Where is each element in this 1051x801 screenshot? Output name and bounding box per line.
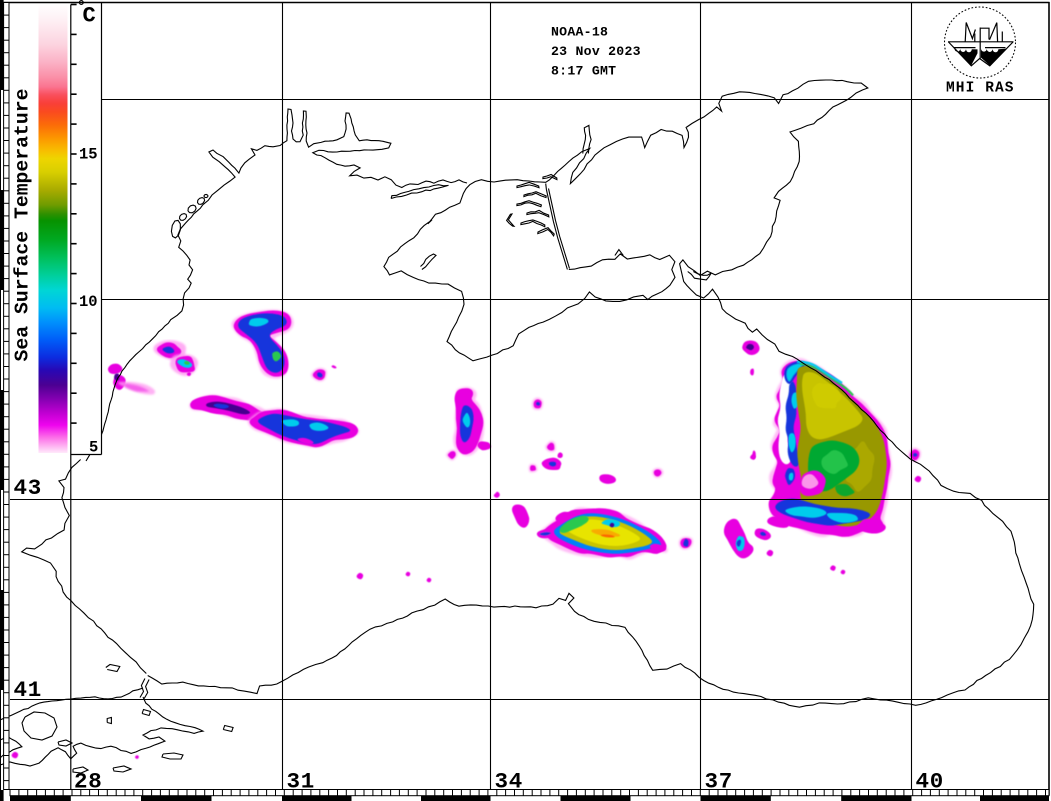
svg-text:37: 37 (705, 769, 734, 795)
svg-text:MHI RAS: MHI RAS (946, 81, 1015, 97)
svg-text:23 Nov 2023: 23 Nov 2023 (551, 44, 641, 59)
svg-text:41: 41 (14, 677, 43, 703)
svg-text:Sea Surface Temperature: Sea Surface Temperature (12, 88, 34, 361)
svg-text:5: 5 (89, 439, 98, 457)
svg-text:43: 43 (14, 475, 43, 501)
svg-text:31: 31 (287, 769, 316, 795)
svg-text:°: ° (77, 0, 87, 16)
svg-text:C: C (83, 4, 96, 29)
svg-text:NOAA-18: NOAA-18 (551, 25, 608, 40)
svg-text:40: 40 (916, 769, 945, 795)
svg-text:8:17 GMT: 8:17 GMT (551, 64, 616, 79)
svg-text:34: 34 (495, 769, 524, 795)
svg-text:10: 10 (79, 293, 98, 311)
svg-text:28: 28 (74, 769, 103, 795)
svg-text:15: 15 (79, 146, 98, 164)
